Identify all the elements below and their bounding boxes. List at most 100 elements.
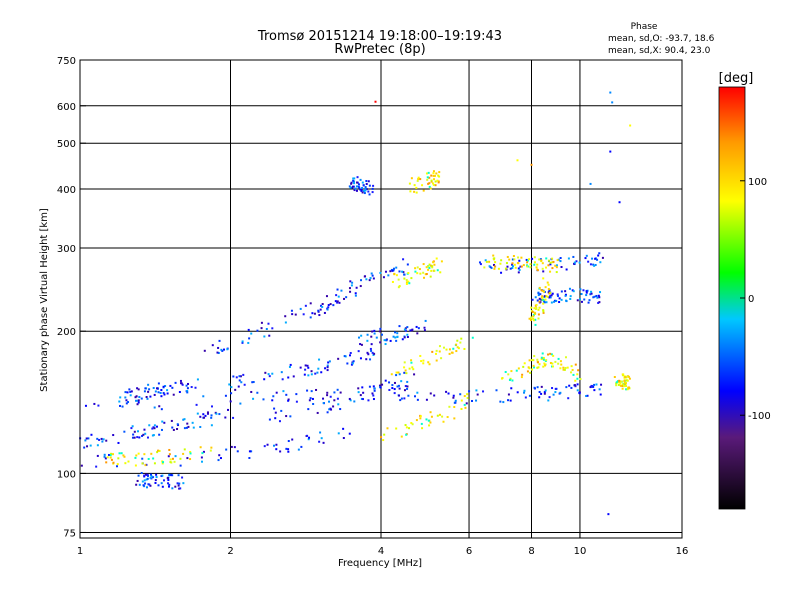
data-point bbox=[422, 271, 425, 274]
data-point bbox=[337, 295, 340, 298]
data-point bbox=[318, 358, 321, 361]
data-point bbox=[373, 387, 376, 390]
data-point bbox=[167, 455, 170, 458]
data-point bbox=[274, 417, 277, 420]
data-point bbox=[359, 285, 362, 288]
data-point bbox=[210, 405, 213, 408]
data-point bbox=[339, 408, 342, 411]
data-point bbox=[123, 455, 126, 458]
data-point bbox=[391, 384, 394, 387]
data-point bbox=[152, 426, 155, 429]
data-point bbox=[549, 295, 552, 298]
data-point bbox=[93, 402, 96, 405]
data-point bbox=[351, 186, 354, 189]
data-point bbox=[531, 257, 534, 260]
data-point bbox=[456, 339, 459, 342]
data-point bbox=[417, 177, 420, 180]
data-point bbox=[164, 385, 167, 388]
data-point bbox=[511, 379, 514, 382]
data-point bbox=[210, 446, 213, 449]
data-point bbox=[260, 327, 263, 330]
data-point bbox=[475, 399, 478, 402]
data-point bbox=[533, 307, 536, 310]
data-point bbox=[547, 288, 550, 291]
data-point bbox=[548, 289, 551, 292]
data-point bbox=[384, 270, 387, 273]
data-point bbox=[511, 258, 514, 261]
data-point bbox=[403, 366, 406, 369]
data-point bbox=[143, 479, 146, 482]
data-point bbox=[297, 448, 300, 451]
data-point bbox=[100, 437, 103, 440]
data-point bbox=[398, 373, 401, 376]
y-tick-label: 200 bbox=[57, 327, 76, 338]
data-point bbox=[152, 457, 155, 460]
data-point bbox=[248, 456, 251, 459]
data-point bbox=[422, 359, 425, 362]
data-point bbox=[403, 277, 406, 280]
data-point bbox=[140, 397, 143, 400]
data-point bbox=[134, 464, 137, 467]
data-point bbox=[119, 396, 122, 399]
data-point bbox=[479, 263, 482, 266]
data-point bbox=[421, 427, 424, 430]
data-point bbox=[349, 280, 352, 283]
data-point bbox=[529, 319, 532, 322]
data-point bbox=[393, 388, 396, 391]
data-point bbox=[267, 322, 270, 325]
data-point bbox=[153, 427, 156, 430]
data-point bbox=[106, 456, 109, 459]
data-point bbox=[288, 365, 291, 368]
data-point bbox=[383, 339, 386, 342]
data-point bbox=[336, 388, 339, 391]
data-point bbox=[115, 465, 118, 468]
data-point bbox=[578, 298, 581, 301]
data-point bbox=[402, 271, 405, 274]
data-point bbox=[278, 420, 281, 423]
data-point bbox=[499, 400, 502, 403]
data-point bbox=[370, 335, 373, 338]
data-point bbox=[585, 290, 588, 293]
data-point bbox=[235, 376, 238, 379]
data-point bbox=[336, 397, 339, 400]
data-point bbox=[419, 272, 422, 275]
data-point bbox=[528, 394, 531, 397]
data-point bbox=[433, 263, 436, 266]
data-point bbox=[598, 296, 601, 299]
data-point bbox=[542, 365, 545, 368]
data-point bbox=[192, 426, 195, 429]
data-point bbox=[557, 258, 560, 261]
phase-legend-o-stats: mean, sd,O: -93.7, 18.6 bbox=[608, 34, 715, 44]
data-point bbox=[155, 387, 158, 390]
data-point bbox=[511, 262, 514, 265]
data-point bbox=[523, 389, 526, 392]
data-point bbox=[577, 369, 580, 372]
data-point bbox=[416, 272, 419, 275]
data-point bbox=[166, 389, 169, 392]
data-point bbox=[543, 392, 546, 395]
data-point bbox=[344, 355, 347, 358]
data-point bbox=[564, 356, 567, 359]
data-point bbox=[185, 384, 188, 387]
data-point bbox=[242, 373, 245, 376]
data-point bbox=[155, 476, 158, 479]
data-point bbox=[580, 293, 583, 296]
data-point bbox=[513, 258, 516, 261]
data-point bbox=[526, 370, 529, 373]
data-point bbox=[127, 401, 130, 404]
data-point bbox=[536, 366, 539, 369]
data-point bbox=[453, 417, 456, 420]
data-point bbox=[403, 389, 406, 392]
data-point bbox=[159, 391, 162, 394]
y-tick-label: 300 bbox=[57, 244, 76, 255]
data-point bbox=[405, 281, 408, 284]
data-point bbox=[438, 350, 441, 353]
data-point bbox=[373, 352, 376, 355]
data-point bbox=[555, 271, 558, 274]
data-point bbox=[393, 381, 396, 384]
colorbar-tick-label: 0 bbox=[748, 294, 754, 305]
data-point bbox=[329, 395, 332, 398]
data-point bbox=[171, 386, 174, 389]
data-point bbox=[590, 292, 593, 295]
data-point bbox=[133, 436, 136, 439]
